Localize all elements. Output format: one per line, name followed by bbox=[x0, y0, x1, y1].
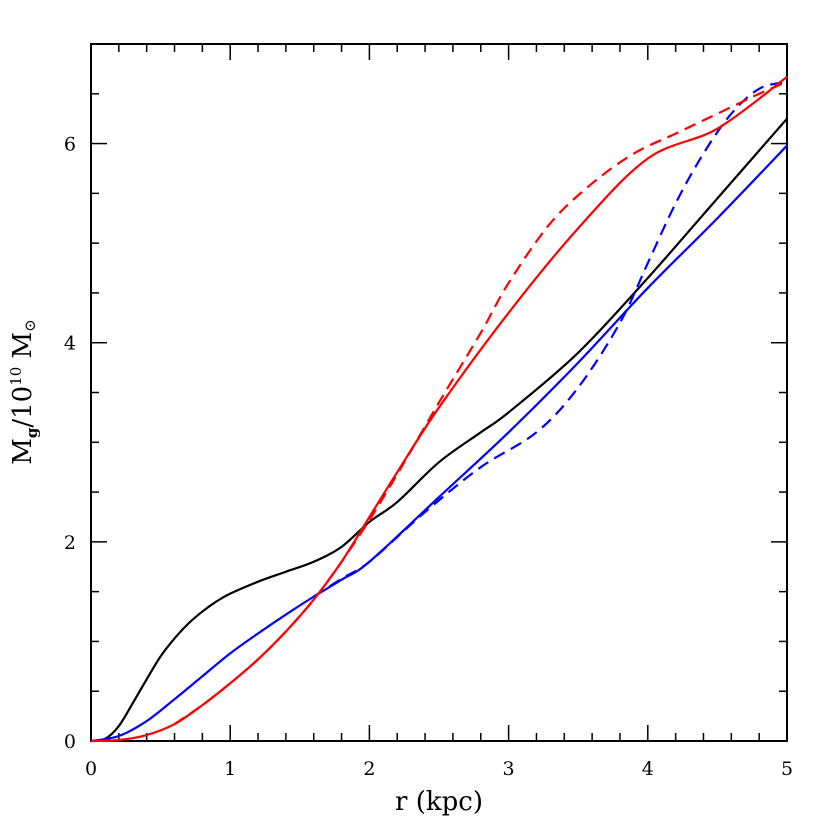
series-line-2 bbox=[90, 144, 788, 743]
axis-ticks bbox=[90, 43, 788, 742]
y-tick-label: 4 bbox=[64, 333, 76, 355]
series-line-3 bbox=[313, 80, 788, 598]
series-line-1 bbox=[90, 117, 788, 743]
y-axis-title-middle: /10 bbox=[8, 386, 38, 428]
x-tick-label: 2 bbox=[363, 758, 375, 780]
y-tick-label: 6 bbox=[64, 134, 76, 156]
y-axis-title-sup: 10 bbox=[7, 367, 25, 386]
series-line-4 bbox=[90, 75, 788, 743]
x-tick-label: 5 bbox=[781, 758, 793, 780]
series-layer bbox=[90, 75, 788, 743]
y-axis-title: Mg/1010 M⊙ bbox=[7, 319, 41, 465]
y-tick-label: 0 bbox=[64, 731, 76, 753]
x-tick-label: 4 bbox=[642, 758, 654, 780]
svg-text:Mg/1010 M⊙: Mg/1010 M⊙ bbox=[7, 319, 41, 465]
y-axis-title-sub: g bbox=[23, 427, 41, 438]
x-tick-label: 0 bbox=[85, 758, 97, 780]
y-tick-label: 2 bbox=[64, 532, 76, 554]
y-axis-title-sun-symbol: ⊙ bbox=[21, 319, 39, 332]
x-tick-label: 1 bbox=[224, 758, 236, 780]
x-tick-label: 3 bbox=[503, 758, 515, 780]
plot-frame bbox=[90, 43, 788, 742]
y-axis-title-tail: M bbox=[8, 332, 38, 367]
y-axis-title-base: M bbox=[8, 438, 38, 465]
tick-labels: 0 1 2 3 4 5 0 2 4 6 bbox=[64, 134, 793, 780]
series-line-5 bbox=[173, 80, 788, 725]
x-axis-title: r (kpc) bbox=[395, 787, 483, 817]
